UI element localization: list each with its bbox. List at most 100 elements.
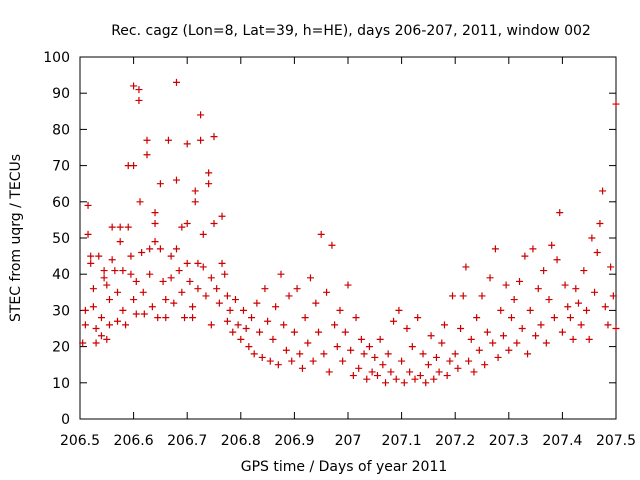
data-point: [186, 277, 194, 285]
data-point: [116, 238, 124, 246]
data-point: [400, 379, 408, 387]
data-point: [223, 292, 231, 300]
y-tick-label: 100: [43, 50, 70, 66]
data-point: [550, 314, 558, 322]
data-point: [478, 292, 486, 300]
data-point: [138, 248, 146, 256]
data-point: [84, 201, 92, 209]
data-point: [382, 379, 390, 387]
data-point: [143, 151, 151, 159]
data-point: [97, 314, 105, 322]
data-point: [151, 238, 159, 246]
x-axis-ticks: 206.5 206.6 206.7 206.8 206.9 207 207.1 207.2 20…: [60, 57, 636, 449]
data-point: [309, 357, 317, 365]
x-tick-label: 207.3: [489, 433, 529, 449]
x-tick-label: 207.2: [435, 433, 475, 449]
data-point: [467, 335, 475, 343]
data-point: [328, 241, 336, 249]
data-point: [572, 285, 580, 293]
data-point: [280, 321, 288, 329]
data-point: [593, 248, 601, 256]
data-point: [199, 230, 207, 238]
data-point: [290, 328, 298, 336]
data-point: [432, 353, 440, 361]
data-point: [470, 368, 478, 376]
data-point: [210, 133, 218, 141]
data-point: [304, 339, 312, 347]
data-point: [119, 267, 127, 275]
data-point: [569, 335, 577, 343]
data-point: [607, 263, 615, 271]
data-point: [122, 321, 130, 329]
data-point: [239, 306, 247, 314]
data-point: [97, 332, 105, 340]
data-point: [218, 259, 226, 267]
x-tick-label: 207.5: [596, 433, 636, 449]
data-point: [108, 223, 116, 231]
data-point: [181, 314, 189, 322]
data-point: [591, 288, 599, 296]
data-point: [414, 314, 422, 322]
data-point: [561, 281, 569, 289]
data-point: [143, 136, 151, 144]
data-point: [207, 321, 215, 329]
data-point: [494, 353, 502, 361]
data-point: [136, 198, 144, 206]
data-point: [446, 357, 454, 365]
data-point: [596, 220, 604, 228]
data-point: [331, 321, 339, 329]
data-point: [272, 303, 280, 311]
data-point: [526, 306, 534, 314]
data-point: [577, 321, 585, 329]
data-point: [146, 270, 154, 278]
data-point: [483, 328, 491, 336]
data-point: [282, 346, 290, 354]
y-axis-label: STEC from uqrg / TECUs: [8, 154, 24, 322]
data-point: [454, 364, 462, 372]
x-tick-label: 206.6: [114, 433, 154, 449]
data-point: [537, 321, 545, 329]
data-point: [127, 252, 135, 260]
data-point: [130, 296, 138, 304]
data-point: [269, 335, 277, 343]
data-point: [373, 372, 381, 380]
data-point: [601, 303, 609, 311]
data-point: [81, 306, 89, 314]
data-point: [556, 209, 564, 217]
data-point: [363, 375, 371, 383]
data-point: [585, 335, 593, 343]
data-point: [333, 343, 341, 351]
data-point: [253, 299, 261, 307]
data-point: [395, 306, 403, 314]
data-point: [132, 277, 140, 285]
data-point: [457, 325, 465, 332]
data-point: [355, 364, 363, 372]
data-point: [151, 209, 159, 217]
data-point: [111, 267, 119, 275]
data-point: [609, 292, 617, 300]
data-point: [430, 375, 438, 383]
data-point: [384, 350, 392, 358]
x-tick-label: 207: [335, 433, 362, 449]
data-point: [183, 259, 191, 267]
data-point: [347, 346, 355, 354]
y-tick-label: 90: [52, 86, 70, 102]
data-point: [189, 314, 197, 322]
data-point: [205, 180, 213, 188]
data-point: [545, 296, 553, 304]
data-point: [156, 245, 164, 253]
data-point: [534, 285, 542, 293]
data-point: [521, 252, 529, 260]
data-point: [349, 372, 357, 380]
x-tick-label: 207.4: [542, 433, 582, 449]
data-point: [218, 212, 226, 220]
data-point: [162, 314, 170, 322]
data-point: [507, 314, 515, 322]
data-point: [266, 357, 274, 365]
data-point: [124, 223, 132, 231]
data-point: [221, 270, 229, 278]
data-point: [277, 270, 285, 278]
data-point: [548, 241, 556, 249]
x-tick-label: 206.5: [60, 433, 100, 449]
data-point: [312, 299, 320, 307]
